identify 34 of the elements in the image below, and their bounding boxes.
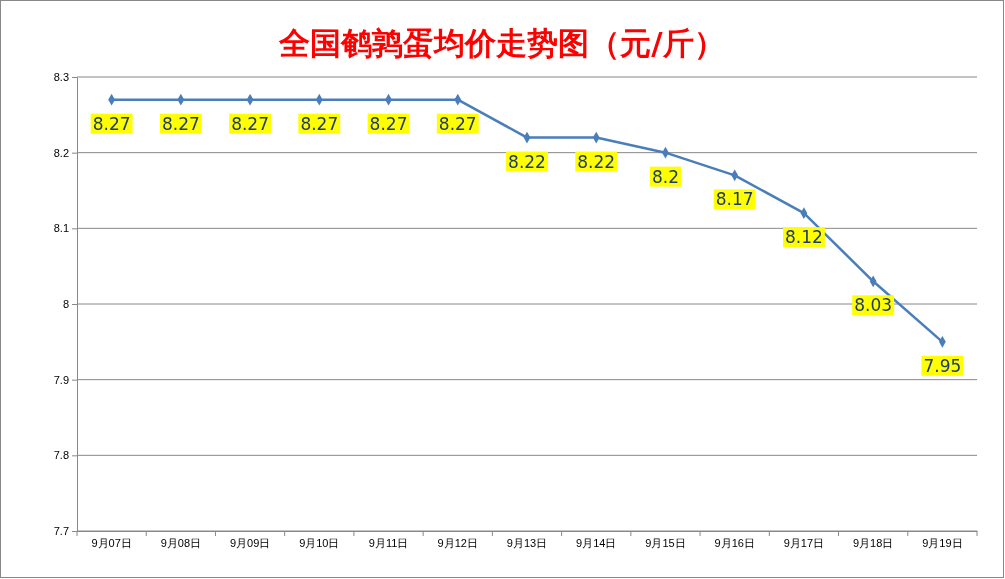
y-tick-label: 7.8 [53, 449, 69, 462]
x-tick-label: 9月09日 [229, 537, 271, 550]
data-label: 8.12 [784, 227, 823, 248]
x-tick-label: 9月10日 [299, 537, 340, 550]
x-tick-label: 9月14日 [576, 537, 617, 550]
data-label: 8.27 [161, 113, 200, 134]
x-tick-label: 9月11日 [368, 537, 409, 550]
data-label: 8.2 [651, 166, 679, 187]
y-tick-label: 8.2 [53, 146, 69, 159]
x-tick-label: 9月08日 [160, 537, 202, 550]
x-tick-label: 9月18日 [852, 537, 894, 550]
data-label: 8.03 [854, 295, 893, 316]
data-label: 8.22 [508, 151, 546, 172]
x-tick-label: 9月15日 [645, 537, 686, 550]
y-tick-label: 8 [62, 298, 69, 311]
x-tick-label: 9月07日 [91, 537, 132, 550]
x-tick-label: 9月17日 [783, 537, 825, 550]
y-tick-label: 8.3 [53, 71, 69, 84]
x-tick-label: 9月16日 [714, 537, 755, 550]
data-label: 8.27 [369, 113, 408, 134]
data-label: 7.95 [923, 355, 962, 376]
x-tick-label: 9月12日 [437, 537, 478, 550]
data-label: 8.17 [715, 189, 754, 210]
data-label: 8.27 [92, 113, 131, 134]
y-tick-label: 7.7 [53, 525, 69, 538]
data-label: 8.27 [300, 113, 339, 134]
chart-title: 全国鹌鹑蛋均价走势图（元/斤） [278, 25, 725, 61]
data-label: 8.27 [231, 113, 270, 134]
data-label: 8.22 [577, 151, 616, 172]
x-tick-label: 9月13日 [506, 537, 548, 550]
y-tick-label: 7.9 [53, 373, 69, 386]
data-label: 8.27 [438, 113, 477, 134]
x-tick-label: 9月19日 [922, 537, 963, 550]
y-tick-label: 8.1 [53, 222, 69, 235]
